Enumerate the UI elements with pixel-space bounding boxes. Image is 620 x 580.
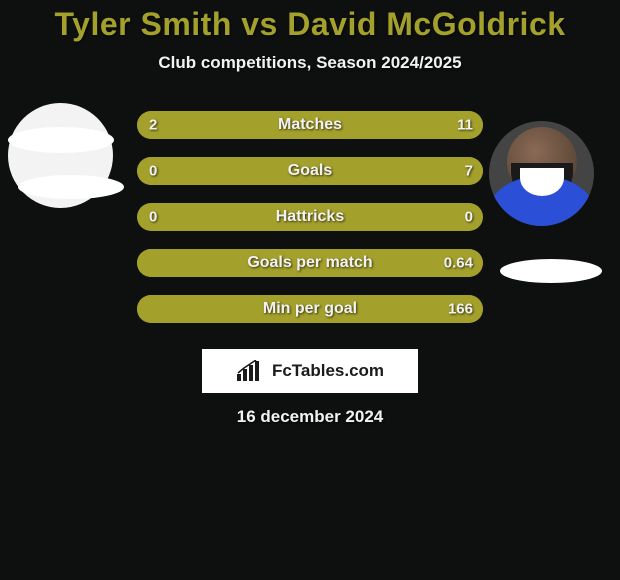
stat-left-value: 0 [149, 209, 157, 226]
player2-avatar [489, 121, 594, 226]
comparison-card: Tyler Smith vs David McGoldrick Club com… [0, 0, 620, 580]
vs-word: vs [241, 6, 278, 42]
brand-bars-icon [236, 360, 264, 382]
subtitle: Club competitions, Season 2024/2025 [0, 53, 620, 73]
page-title: Tyler Smith vs David McGoldrick [0, 6, 620, 43]
stat-row: 0 Hattricks 0 [137, 203, 483, 231]
brand-badge: FcTables.com [202, 349, 418, 393]
stat-label: Min per goal [263, 300, 357, 318]
stat-row: Min per goal 166 [137, 295, 483, 323]
stat-label: Hattricks [276, 208, 344, 226]
stat-label: Matches [278, 116, 342, 134]
bar-left-fill [137, 111, 189, 139]
snapshot-date: 16 december 2024 [0, 407, 620, 427]
stat-left-value: 2 [149, 117, 157, 134]
marker-ellipse [500, 259, 602, 283]
stat-right-value: 166 [448, 301, 473, 318]
stats-area: 2 Matches 11 0 Goals 7 0 Hattricks 0 Goals per ma… [0, 111, 620, 323]
stat-label: Goals per match [247, 254, 372, 272]
player1-name: Tyler Smith [54, 6, 231, 42]
stat-row: 2 Matches 11 [137, 111, 483, 139]
stat-right-value: 0.64 [444, 255, 473, 272]
stat-label: Goals [288, 162, 332, 180]
stat-left-value: 0 [149, 163, 157, 180]
avatar-shirt [489, 176, 594, 226]
stat-right-value: 7 [465, 163, 473, 180]
marker-ellipse [8, 127, 114, 153]
stat-rows: 2 Matches 11 0 Goals 7 0 Hattricks 0 Goals per ma… [137, 111, 483, 323]
brand-text: FcTables.com [272, 361, 384, 381]
player2-name: David McGoldrick [287, 6, 565, 42]
stat-right-value: 11 [457, 117, 473, 134]
stat-row: Goals per match 0.64 [137, 249, 483, 277]
marker-ellipse [18, 175, 124, 199]
stat-row: 0 Goals 7 [137, 157, 483, 185]
stat-right-value: 0 [465, 209, 473, 226]
